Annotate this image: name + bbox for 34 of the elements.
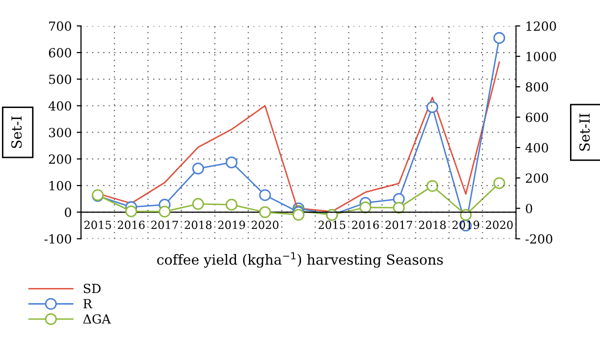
x-tick-label: 2016 xyxy=(118,220,145,230)
y-tick-label: 400 xyxy=(48,101,72,111)
x-tick-label: 2018 xyxy=(418,220,446,230)
y2-tick-label: 400 xyxy=(525,143,548,152)
y-tick-label: 200 xyxy=(48,154,72,164)
y2-axis-title: Set-II xyxy=(579,114,590,151)
y2-tick-label: 800 xyxy=(526,82,548,92)
x-tick-label: 2020 xyxy=(486,220,513,230)
y-axis-title: Set-I xyxy=(11,116,22,148)
legend-label: SD xyxy=(84,284,101,294)
x-axis-title: coffee yield (kgha$^{−1}$) harvesting Seasons xyxy=(157,252,443,268)
x-tick-label: 2018 xyxy=(184,220,212,230)
y-tick-label: 100 xyxy=(50,181,72,190)
y2-tick-label: 1000 xyxy=(526,52,556,62)
x-tick-label: 2015 xyxy=(84,220,112,230)
y2-tick-label: 600 xyxy=(526,112,548,122)
x-tick-label: 2015 xyxy=(318,220,346,230)
y-tick-label: 500 xyxy=(49,74,72,84)
y-tick-label: 300 xyxy=(49,128,72,138)
x-tick-label: 2017 xyxy=(151,220,178,230)
y-tick-label: 0 xyxy=(64,208,72,218)
y-tick-label: 700 xyxy=(49,21,72,31)
x-tick-label: 2016 xyxy=(352,220,379,230)
y-tick-label: 600 xyxy=(48,48,72,58)
y2-tick-label: 200 xyxy=(526,173,548,183)
y2-tick-label: 0 xyxy=(526,204,532,214)
legend-label: R xyxy=(83,299,92,308)
legend-label: ΔGA xyxy=(83,314,111,324)
y2-tick-label: 1200 xyxy=(526,21,556,31)
y-tick-label: -100 xyxy=(44,234,72,244)
x-tick-label: 2020 xyxy=(252,220,278,230)
x-tick-label: 2017 xyxy=(386,220,412,230)
y2-tick-label: -200 xyxy=(526,234,552,244)
x-tick-label: 2019 xyxy=(218,220,245,230)
